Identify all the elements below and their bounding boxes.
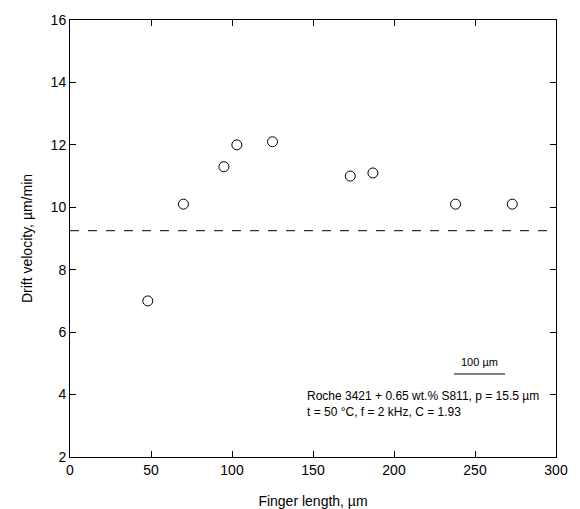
svg-text:50: 50 <box>143 462 159 478</box>
svg-text:200: 200 <box>382 462 406 478</box>
svg-text:0: 0 <box>66 462 74 478</box>
svg-text:100 µm: 100 µm <box>461 356 498 368</box>
svg-text:300: 300 <box>544 462 568 478</box>
svg-text:250: 250 <box>463 462 487 478</box>
svg-text:16: 16 <box>51 12 67 28</box>
svg-text:12: 12 <box>51 137 67 153</box>
svg-text:100: 100 <box>220 462 244 478</box>
svg-text:2: 2 <box>58 449 66 465</box>
svg-text:4: 4 <box>58 386 66 402</box>
svg-text:Drift velocity, µm/min: Drift velocity, µm/min <box>19 174 35 303</box>
svg-text:Roche 3421 + 0.65 wt.% S811, p: Roche 3421 + 0.65 wt.% S811, p = 15.5 µm… <box>307 389 539 419</box>
svg-text:Finger length, µm: Finger length, µm <box>258 493 367 509</box>
svg-text:8: 8 <box>58 262 66 278</box>
svg-text:6: 6 <box>58 324 66 340</box>
svg-text:10: 10 <box>51 199 67 215</box>
svg-text:150: 150 <box>301 462 325 478</box>
svg-text:14: 14 <box>51 74 67 90</box>
